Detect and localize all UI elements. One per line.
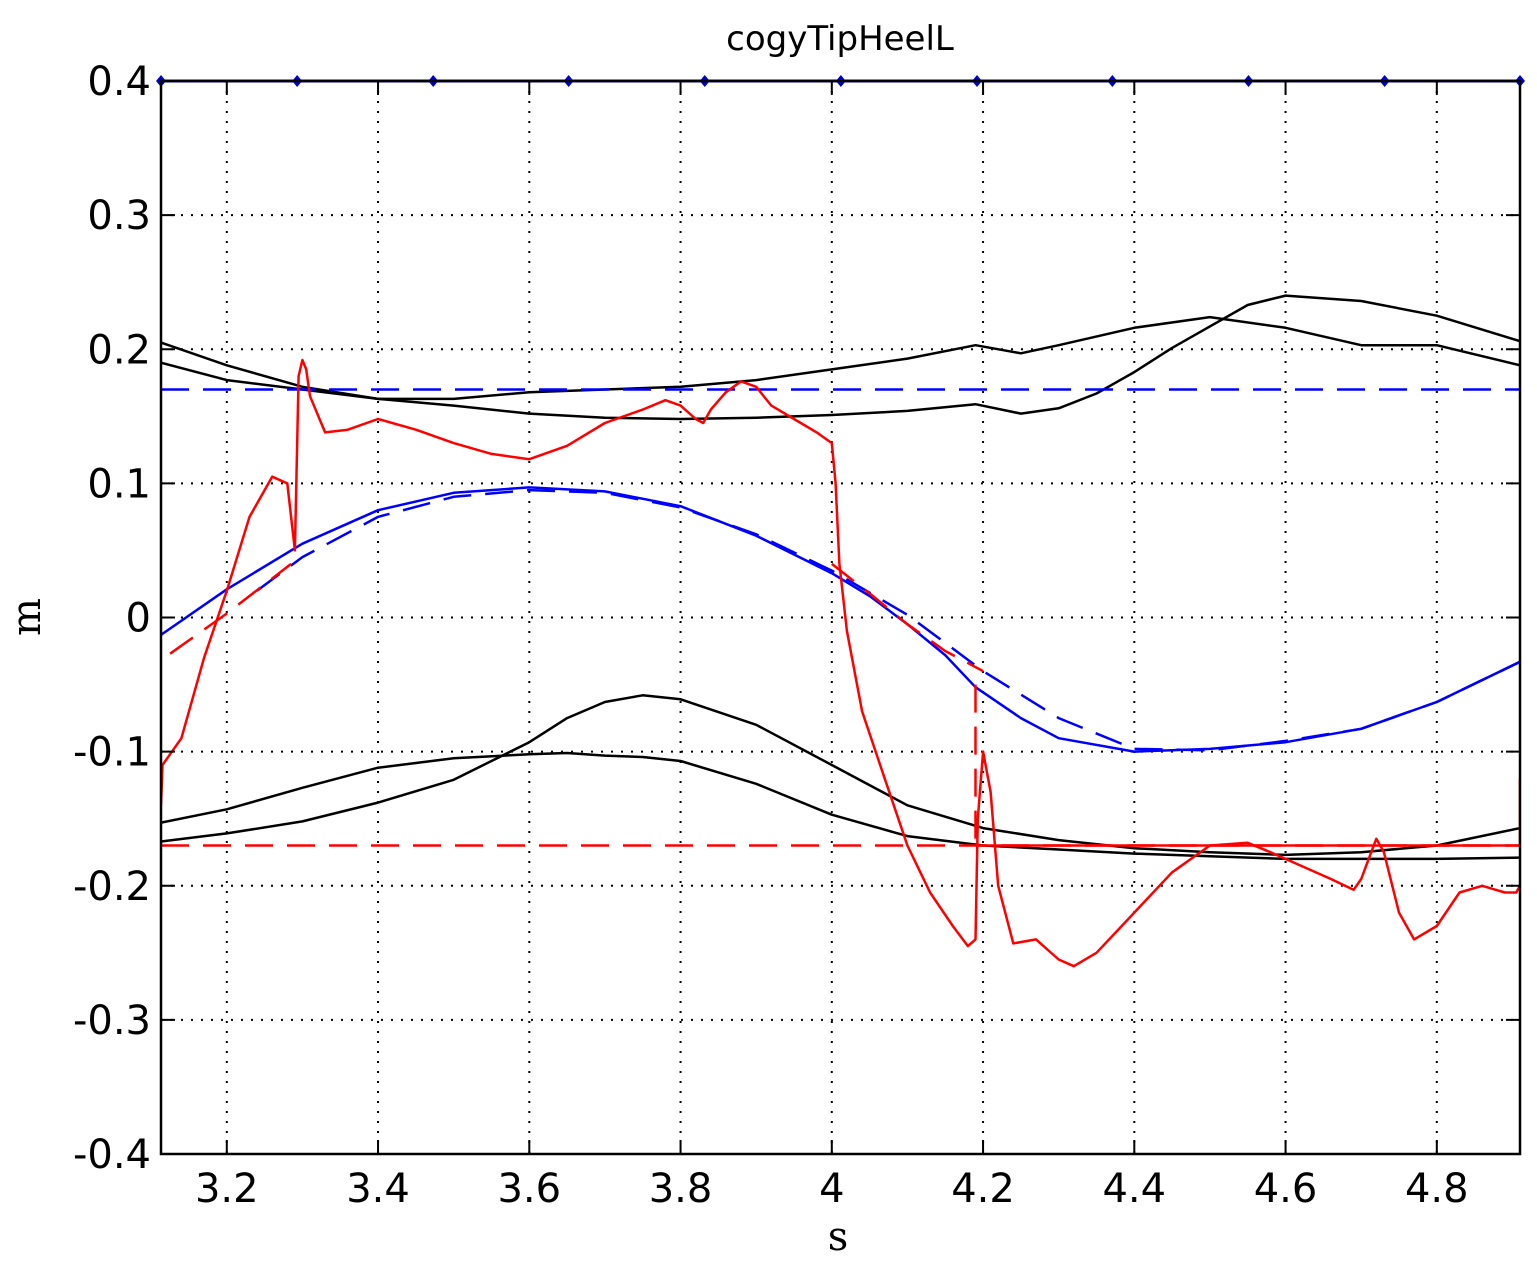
x-tick-label: 3.8 [649, 1166, 713, 1212]
tick-marks [161, 80, 1520, 1155]
y-tick-label: 0.2 [87, 327, 151, 373]
x-tick-label: 3.2 [195, 1166, 259, 1212]
y-tick-label: -0.1 [73, 730, 151, 776]
series-line-6 [161, 486, 977, 689]
x-axis-label: s [828, 1214, 849, 1260]
y-tick-label: 0.1 [87, 461, 151, 507]
y-tick-label: 0.3 [87, 193, 151, 239]
series-line-9 [169, 562, 292, 655]
y-tick-label: 0 [126, 596, 151, 642]
series-line-10 [831, 562, 984, 673]
x-tick-labels: 3.2 3.4 3.6 3.8 4 4.2 4.4 4.6 4.8 [195, 1166, 1469, 1212]
x-tick-label: 4.6 [1254, 1166, 1318, 1212]
y-tick-label: 0.4 [87, 59, 151, 105]
series-line-12 [161, 358, 1520, 968]
series-group [161, 294, 1520, 968]
x-tick-label: 4.4 [1102, 1166, 1166, 1212]
series-line-1 [161, 294, 1520, 421]
series-line-0 [161, 315, 1520, 401]
chart-title: cogyTipHeelL [726, 19, 954, 59]
series-line-3 [161, 694, 1520, 857]
x-tick-label: 4.8 [1405, 1166, 1469, 1212]
plot-frame [159, 79, 1522, 1156]
y-tick-label: -0.2 [73, 864, 151, 910]
series-line-13 [975, 778, 1520, 847]
series-line-7 [256, 488, 1520, 752]
x-tick-label: 4 [819, 1166, 844, 1212]
y-tick-labels: 0.4 0.3 0.2 0.1 0 -0.1 -0.2 -0.3 -0.4 [73, 59, 151, 1178]
x-tick-label: 3.6 [497, 1166, 561, 1212]
series-line-8 [974, 660, 1520, 753]
x-tick-label: 4.2 [951, 1166, 1015, 1212]
y-tick-label: -0.3 [73, 998, 151, 1044]
plot-area [161, 294, 1520, 968]
y-tick-label: -0.4 [73, 1132, 151, 1178]
series-line-2 [161, 751, 1520, 861]
y-axis-label: m [4, 598, 50, 636]
grid-lines [161, 80, 1520, 1155]
x-tick-label: 3.4 [346, 1166, 410, 1212]
